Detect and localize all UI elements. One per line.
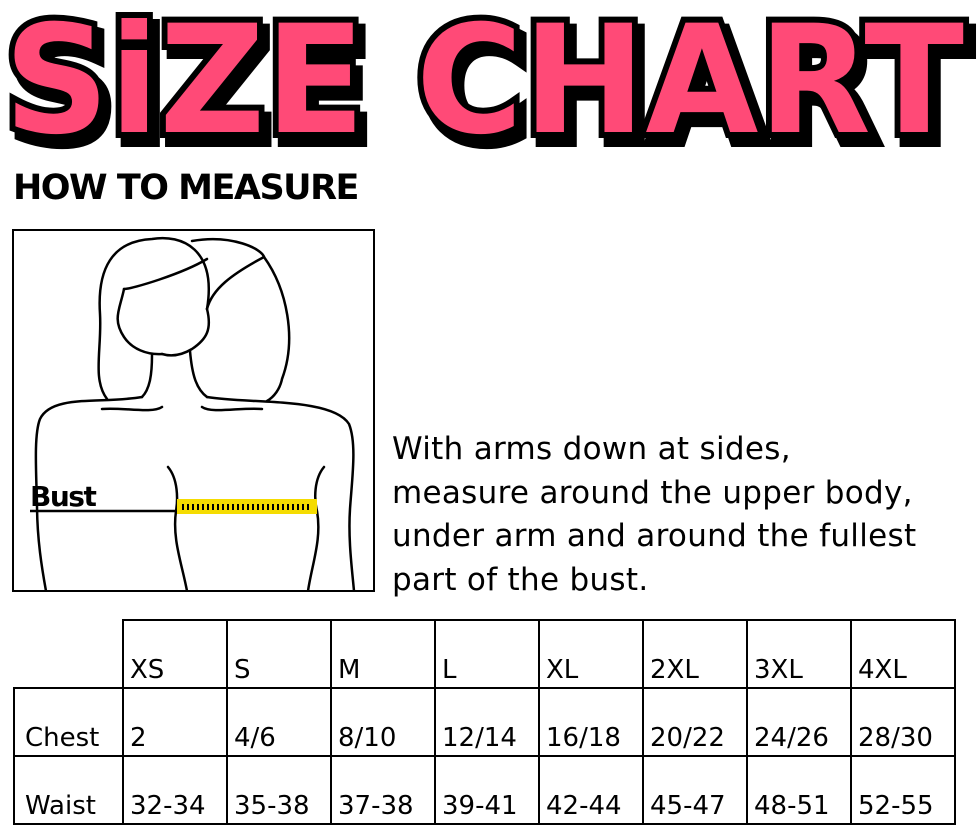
table-cell: 42-44 — [538, 755, 644, 825]
table-cell: 37-38 — [330, 755, 436, 825]
size-header: XL — [538, 619, 644, 689]
table-cell: 24/26 — [746, 687, 852, 757]
table-cell: 48-51 — [746, 755, 852, 825]
size-table: XS S M L XL 2XL 3XL 4XL Chest 2 4/6 8/10… — [13, 619, 956, 825]
row-label: Waist — [13, 755, 124, 825]
table-row-chest: Chest 2 4/6 8/10 12/14 16/18 20/22 24/26… — [13, 687, 956, 757]
instruction-line: part of the bust. — [392, 561, 649, 598]
table-cell: 45-47 — [642, 755, 748, 825]
how-to-measure-heading: HOW TO MEASURE — [13, 168, 359, 208]
table-cell: 52-55 — [850, 755, 956, 825]
instruction-line: under arm and around the fullest — [392, 518, 917, 554]
table-row-waist: Waist 32-34 35-38 37-38 39-41 42-44 45-4… — [13, 755, 956, 825]
size-header: XS — [122, 619, 228, 689]
row-label: Chest — [13, 687, 124, 757]
table-cell: 8/10 — [330, 687, 436, 757]
size-header: 3XL — [746, 619, 852, 689]
size-header: 4XL — [850, 619, 956, 689]
size-header: M — [330, 619, 436, 689]
table-cell: 39-41 — [434, 755, 540, 825]
table-cell: 35-38 — [226, 755, 332, 825]
table-cell: 12/14 — [434, 687, 540, 757]
size-header-row: XS S M L XL 2XL 3XL 4XL — [14, 619, 956, 689]
instruction-line: measure around the upper body, — [392, 474, 913, 511]
table-cell: 2 — [122, 687, 228, 757]
title-text: SiZE CHART — [4, 0, 964, 150]
size-header: 2XL — [642, 619, 748, 689]
size-header: L — [434, 619, 540, 689]
bust-measure-illustration: Bust — [12, 229, 375, 592]
table-cell: 4/6 — [226, 687, 332, 757]
size-header: S — [226, 619, 332, 689]
title-shadow: SiZE CHART — [10, 2, 970, 150]
title-outline: SiZE CHART — [4, 0, 964, 150]
instruction-line: With arms down at sides, — [392, 431, 791, 467]
table-cell: 32-34 — [122, 755, 228, 825]
bust-label: Bust — [30, 480, 96, 513]
empty-corner-cell — [14, 620, 124, 689]
measure-instructions: With arms down at sides, measure around … — [392, 428, 978, 602]
table-cell: 16/18 — [538, 687, 644, 757]
table-cell: 20/22 — [642, 687, 748, 757]
size-chart-title: SiZE CHART SiZE CHART SiZE CHART — [0, 0, 977, 150]
table-cell: 28/30 — [850, 687, 956, 757]
